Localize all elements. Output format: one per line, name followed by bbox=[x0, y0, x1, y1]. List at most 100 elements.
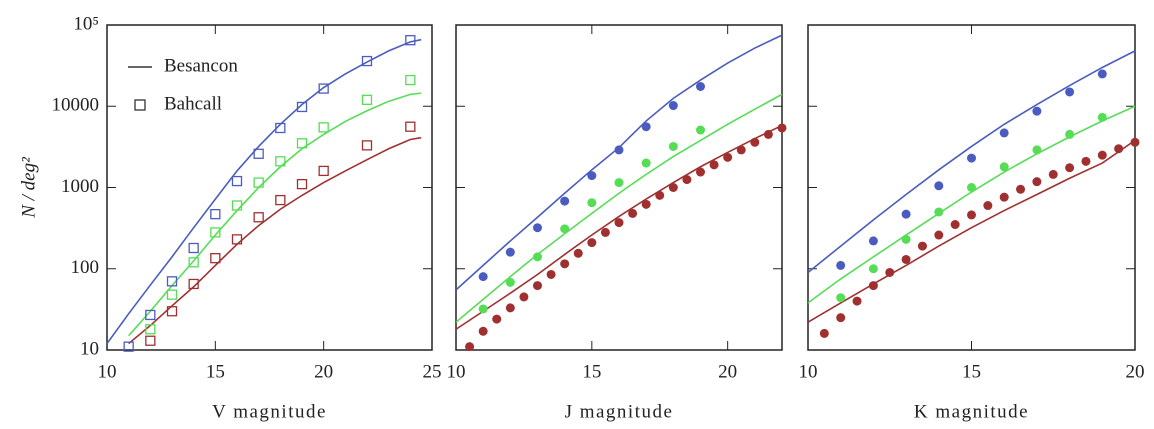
data-square bbox=[405, 121, 416, 132]
model-line bbox=[455, 93, 783, 323]
data-dot bbox=[641, 122, 651, 132]
data-dot bbox=[614, 178, 624, 188]
x-tick-label: 10 bbox=[98, 361, 117, 382]
data-square bbox=[296, 101, 308, 113]
data-dot bbox=[560, 224, 570, 234]
data-dot bbox=[696, 82, 705, 92]
data-square bbox=[296, 138, 308, 149]
x-tick-label: 10 bbox=[799, 361, 818, 382]
data-dot bbox=[1114, 144, 1124, 154]
data-dot bbox=[614, 218, 624, 228]
data-square bbox=[188, 278, 199, 290]
data-square bbox=[361, 55, 373, 67]
data-dot bbox=[934, 181, 944, 191]
x-tick-label: 20 bbox=[718, 361, 737, 382]
data-dot bbox=[934, 230, 944, 240]
data-dot bbox=[1032, 106, 1042, 116]
legend-square bbox=[134, 99, 146, 111]
data-dot bbox=[1065, 129, 1075, 139]
data-dot bbox=[1081, 156, 1091, 166]
data-dot bbox=[999, 192, 1009, 202]
x-axis-label: V magnitude bbox=[212, 401, 327, 422]
data-dot bbox=[885, 267, 895, 277]
x-axis-label: K magnitude bbox=[914, 401, 1029, 422]
data-dot bbox=[934, 207, 944, 217]
data-dot bbox=[1097, 69, 1107, 79]
y-tick-label: 100 bbox=[71, 257, 100, 278]
data-dot bbox=[628, 208, 638, 218]
data-square bbox=[188, 257, 199, 268]
data-dot bbox=[1032, 145, 1042, 155]
data-dot bbox=[587, 171, 597, 181]
data-square bbox=[231, 200, 243, 211]
data-dot bbox=[1016, 184, 1026, 194]
data-dot bbox=[999, 128, 1009, 138]
data-square bbox=[253, 177, 264, 188]
data-square bbox=[275, 194, 286, 206]
model-line bbox=[807, 50, 1136, 274]
legend-label: Bahcall bbox=[164, 93, 222, 114]
data-square bbox=[145, 335, 156, 346]
model-line bbox=[807, 105, 1136, 304]
data-square bbox=[275, 156, 286, 167]
data-dot bbox=[901, 209, 911, 219]
data-dot bbox=[682, 175, 692, 185]
data-dot bbox=[492, 314, 502, 324]
legend-label: Besancon bbox=[164, 55, 238, 76]
data-dot bbox=[967, 210, 976, 220]
data-dot bbox=[868, 264, 878, 274]
data-dot bbox=[614, 145, 624, 155]
data-square bbox=[166, 289, 178, 300]
data-dot bbox=[1048, 169, 1058, 179]
data-dot bbox=[709, 160, 719, 170]
x-tick-label: 15 bbox=[582, 361, 601, 382]
y-tick-label: 10000 bbox=[52, 95, 100, 116]
y-tick-label: 1000 bbox=[61, 176, 99, 197]
model-line bbox=[807, 139, 1136, 323]
data-dot bbox=[505, 303, 515, 313]
data-dot bbox=[901, 234, 911, 244]
y-tick-label: 10⁵ bbox=[73, 13, 99, 34]
data-dot bbox=[1065, 163, 1075, 173]
data-dot bbox=[901, 254, 911, 264]
data-dot bbox=[836, 293, 846, 303]
data-dot bbox=[641, 199, 651, 209]
data-dot bbox=[999, 162, 1009, 172]
data-dot bbox=[696, 125, 705, 135]
data-dot bbox=[655, 190, 665, 200]
data-dot bbox=[505, 247, 515, 257]
data-dot bbox=[505, 277, 515, 287]
data-dot bbox=[950, 220, 960, 230]
data-square bbox=[405, 35, 416, 46]
data-dot bbox=[668, 141, 678, 151]
data-square bbox=[166, 306, 178, 317]
data-square bbox=[318, 83, 329, 94]
plot-frame bbox=[455, 24, 783, 351]
x-tick-label: 20 bbox=[1126, 361, 1145, 382]
data-dot bbox=[478, 304, 488, 314]
data-dot bbox=[587, 198, 597, 208]
data-dot bbox=[736, 145, 746, 155]
data-square bbox=[318, 122, 329, 133]
data-square bbox=[231, 234, 243, 245]
data-dot bbox=[917, 241, 927, 251]
x-axis-label: J magnitude bbox=[565, 401, 674, 422]
data-dot bbox=[478, 272, 488, 282]
data-dot bbox=[519, 292, 529, 302]
data-square bbox=[210, 227, 221, 238]
data-dot bbox=[777, 123, 787, 133]
data-dot bbox=[1097, 150, 1107, 160]
data-dot bbox=[1032, 177, 1042, 187]
data-square bbox=[296, 178, 308, 190]
data-square bbox=[123, 341, 134, 352]
y-axis-label: N / deg² bbox=[18, 157, 39, 219]
model-line bbox=[128, 136, 422, 345]
data-square bbox=[210, 208, 221, 220]
data-square bbox=[231, 175, 243, 187]
data-dot bbox=[852, 296, 862, 306]
x-tick-label: 25 bbox=[423, 361, 442, 382]
x-tick-label: 15 bbox=[206, 361, 225, 382]
data-square bbox=[253, 148, 264, 159]
